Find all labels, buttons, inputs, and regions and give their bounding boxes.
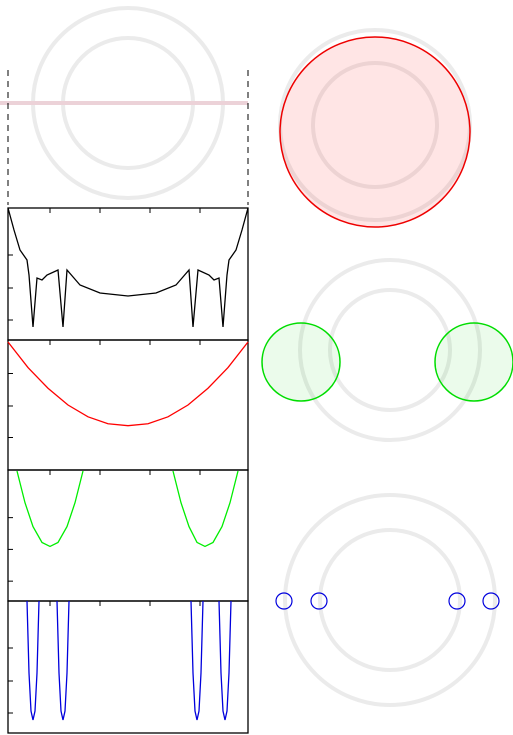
ring	[328, 288, 452, 412]
ring	[298, 258, 482, 442]
panel-frame	[7, 600, 249, 734]
panel-frame	[7, 207, 249, 341]
blue-circle	[482, 592, 500, 610]
red-circle	[279, 36, 471, 228]
ring	[318, 528, 462, 672]
green-circle	[261, 322, 341, 402]
curve	[7, 207, 249, 328]
top-left-panel	[0, 6, 249, 205]
curve	[16, 470, 239, 548]
panel-frame	[7, 469, 249, 602]
panel-frame	[7, 339, 249, 471]
blue-circle	[275, 592, 293, 610]
green-circle	[434, 322, 513, 402]
blue-circle	[310, 592, 328, 610]
curve	[7, 341, 249, 427]
blue-circle	[448, 592, 466, 610]
ring	[283, 493, 497, 707]
ring	[311, 61, 439, 189]
curve	[26, 600, 232, 721]
right-panels	[261, 28, 513, 707]
